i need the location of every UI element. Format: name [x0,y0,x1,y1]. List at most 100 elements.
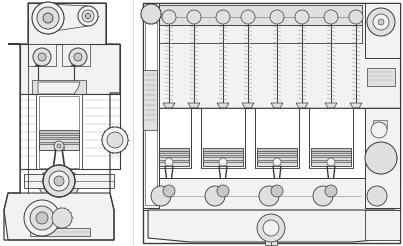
Bar [143,108,400,188]
Bar [28,3,106,45]
Bar [311,148,351,151]
Bar [39,133,79,135]
Bar [145,5,157,205]
Circle shape [187,10,201,24]
Bar [365,210,400,240]
Polygon shape [148,210,395,242]
Circle shape [85,14,91,18]
Circle shape [270,10,284,24]
Circle shape [43,165,75,197]
Circle shape [69,48,87,66]
Bar [365,3,400,58]
Bar [149,160,189,162]
Circle shape [37,7,59,29]
Bar [215,180,231,188]
Bar [161,180,177,188]
Circle shape [367,186,387,206]
Polygon shape [296,103,308,108]
Bar [311,148,351,166]
Circle shape [327,158,335,166]
Bar [149,155,189,157]
Bar [143,3,400,108]
Circle shape [313,186,333,206]
Circle shape [205,186,225,206]
Circle shape [295,10,309,24]
Bar [149,148,189,151]
Circle shape [371,122,387,138]
Bar [203,151,243,153]
Bar [203,148,243,166]
Circle shape [367,8,395,36]
Circle shape [217,185,229,197]
Bar [39,130,79,150]
Bar [145,25,362,43]
Bar [149,151,189,153]
Bar [203,160,243,162]
Polygon shape [3,2,132,243]
Circle shape [163,185,175,197]
Circle shape [78,6,98,26]
Circle shape [271,185,283,197]
Circle shape [38,53,46,61]
Polygon shape [325,103,337,108]
Polygon shape [350,103,362,108]
Bar [257,148,297,166]
Bar [311,151,351,153]
Circle shape [349,10,363,24]
Circle shape [33,48,51,66]
Circle shape [216,10,230,24]
Circle shape [325,185,337,197]
Circle shape [74,53,82,61]
Circle shape [241,10,255,24]
Bar [62,44,90,66]
Bar [143,3,400,243]
Polygon shape [143,3,400,243]
Circle shape [165,158,173,166]
Circle shape [30,206,54,230]
Polygon shape [38,173,80,195]
Bar [311,155,351,157]
Circle shape [259,186,279,206]
Bar [365,108,400,208]
Bar [147,108,191,168]
Circle shape [219,158,227,166]
Bar [39,96,79,168]
Bar [265,240,277,245]
Bar [20,44,120,94]
Circle shape [49,171,69,191]
Bar [203,148,243,151]
Circle shape [82,10,94,22]
Bar [28,44,56,66]
Bar [149,148,189,166]
Bar [201,108,245,168]
Polygon shape [38,82,80,94]
Circle shape [373,14,389,30]
Circle shape [151,186,171,206]
Circle shape [32,2,64,34]
Polygon shape [4,193,114,240]
Bar [269,180,285,188]
Circle shape [141,4,161,24]
Bar [143,178,400,210]
Bar [30,228,90,236]
Circle shape [162,10,176,24]
Bar [143,70,157,130]
Circle shape [102,127,128,153]
Circle shape [263,220,279,236]
Bar [39,137,79,139]
Circle shape [273,158,281,166]
Bar [257,155,297,157]
Circle shape [54,176,64,186]
Bar [24,174,114,188]
Circle shape [36,212,48,224]
Bar [257,160,297,162]
Bar [309,108,353,168]
Bar [39,142,79,144]
Circle shape [324,10,338,24]
Circle shape [365,142,397,174]
Bar [311,160,351,162]
Bar [257,151,297,153]
Bar [367,68,395,86]
Bar [143,3,159,208]
Circle shape [43,13,53,23]
